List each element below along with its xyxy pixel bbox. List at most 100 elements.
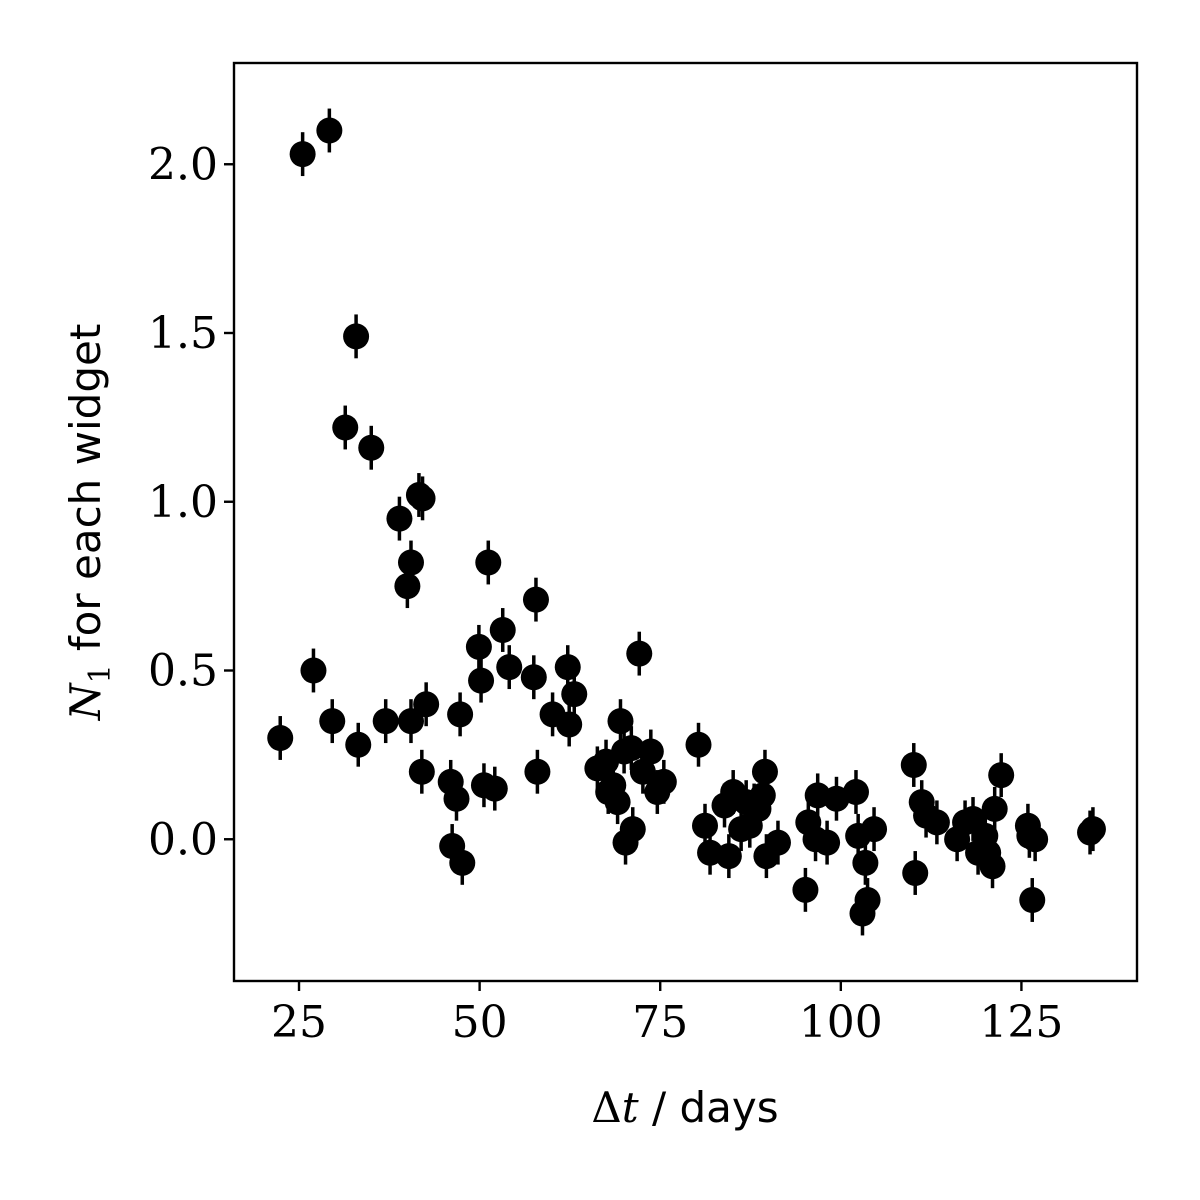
point-marker <box>345 731 372 758</box>
point-marker <box>792 876 819 903</box>
data-point <box>524 749 551 794</box>
data-point <box>626 631 653 676</box>
point-marker <box>343 323 370 350</box>
point-marker <box>902 860 929 886</box>
point-marker <box>394 573 421 600</box>
point-marker <box>900 752 927 778</box>
point-marker <box>409 485 436 512</box>
point-marker <box>300 657 327 684</box>
point-marker <box>465 633 492 660</box>
point-marker <box>413 691 440 718</box>
data-point <box>792 867 819 912</box>
data-point <box>465 624 492 669</box>
point-marker <box>1022 826 1049 853</box>
x-axis: 25 50 75 100 125 <box>271 981 1063 1048</box>
point-marker <box>637 738 664 765</box>
point-marker <box>397 708 424 735</box>
y-tick-label: 1.5 <box>148 308 218 359</box>
data-point <box>979 844 1006 889</box>
x-axis-label-var: t <box>622 1083 639 1132</box>
data-point <box>397 699 424 744</box>
y-tick-label: 0.0 <box>148 814 218 865</box>
x-tick-label: 75 <box>632 997 688 1048</box>
x-tick-label: 25 <box>271 997 327 1048</box>
data-point <box>319 699 346 744</box>
point-marker <box>604 789 631 816</box>
point-marker <box>650 768 677 795</box>
point-marker <box>554 654 581 681</box>
point-marker <box>358 434 385 461</box>
x-axis-label-symbol: Δ <box>591 1083 621 1132</box>
data-point <box>981 786 1008 831</box>
point-marker <box>823 785 850 812</box>
data-point <box>1019 878 1046 922</box>
point-marker <box>449 849 476 876</box>
point-marker <box>764 829 791 856</box>
data-point <box>496 645 523 690</box>
data-point <box>522 577 549 622</box>
point-marker <box>852 849 879 876</box>
data-point <box>685 722 712 767</box>
point-marker <box>496 654 523 681</box>
data-point <box>650 759 677 804</box>
data-point <box>520 655 547 700</box>
y-axis-label: N1 for each widget <box>61 324 118 722</box>
point-marker <box>751 758 778 785</box>
point-marker <box>475 549 502 576</box>
point-marker <box>468 667 495 694</box>
point-marker <box>489 617 516 643</box>
data-point <box>854 878 881 922</box>
point-marker <box>522 586 549 613</box>
data-point <box>715 834 742 879</box>
data-point <box>900 743 927 787</box>
data-point <box>386 496 413 541</box>
point-marker <box>685 731 712 758</box>
point-marker <box>520 664 547 691</box>
point-marker <box>979 853 1006 880</box>
data-point <box>475 540 502 585</box>
data-point <box>556 702 583 747</box>
point-marker <box>556 711 583 738</box>
data-point <box>604 780 631 825</box>
data-point <box>345 722 372 767</box>
data-point <box>372 699 399 744</box>
x-tick-label: 50 <box>452 997 508 1048</box>
point-marker <box>447 701 474 728</box>
point-marker <box>481 775 508 802</box>
data-point <box>1079 807 1106 852</box>
point-marker <box>981 795 1008 822</box>
point-marker <box>267 725 294 751</box>
point-marker <box>1079 816 1106 843</box>
data-point <box>489 608 516 652</box>
data-point <box>823 776 850 821</box>
plot-frame <box>232 61 1139 983</box>
data-point <box>902 851 929 895</box>
point-marker <box>316 117 343 144</box>
data-point <box>289 132 316 177</box>
data-point <box>316 108 343 153</box>
point-marker <box>372 708 399 735</box>
data-point <box>343 314 370 359</box>
y-tick-label: 1.0 <box>148 477 218 528</box>
data-point <box>618 726 645 771</box>
x-axis-label: Δt / days <box>591 1083 778 1132</box>
data-point <box>751 749 778 794</box>
point-marker <box>1019 887 1046 913</box>
data-point <box>358 425 385 470</box>
point-marker <box>715 843 742 870</box>
data-point <box>468 658 495 703</box>
x-tick-label: 125 <box>979 997 1063 1048</box>
point-marker <box>607 708 634 735</box>
y-tick-label: 0.5 <box>148 646 218 697</box>
data-point <box>300 648 327 693</box>
x-tick-label: 100 <box>799 997 883 1048</box>
data-point <box>397 540 424 585</box>
point-marker <box>854 887 881 913</box>
y-axis-label-subscript: 1 <box>83 664 118 683</box>
data-point <box>481 766 508 811</box>
data-point <box>764 820 791 865</box>
point-marker <box>561 681 588 708</box>
y-axis: 0.0 0.5 1.0 1.5 2.0 <box>148 139 234 865</box>
point-marker <box>923 809 950 836</box>
